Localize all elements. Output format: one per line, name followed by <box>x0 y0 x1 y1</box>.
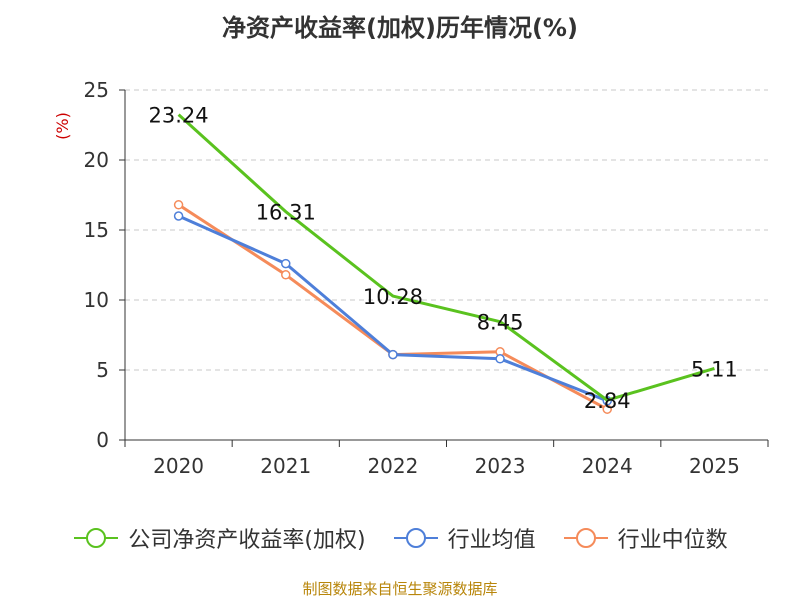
data-point-1 <box>281 258 291 269</box>
legend-item-company[interactable]: 公司净资产收益率(加权) <box>72 522 366 554</box>
data-label: 2.84 <box>584 389 631 413</box>
y-tick-label: 10 <box>84 288 109 312</box>
data-label: 8.45 <box>477 311 524 335</box>
legend-marker-industry-mean <box>393 528 438 548</box>
legend-marker-company <box>74 528 119 548</box>
data-label: 5.11 <box>691 357 738 381</box>
legend-item-industry-median[interactable]: 行业中位数 <box>562 522 728 554</box>
legend-label-industry-median: 行业中位数 <box>617 528 728 553</box>
legend-marker-industry-median <box>563 528 608 548</box>
data-point-2 <box>281 270 291 280</box>
legend: 公司净资产收益率(加权) 行业均值 行业中位数 <box>0 518 800 558</box>
x-tick-label: 2025 <box>689 454 740 478</box>
x-tick-label: 2020 <box>153 454 204 478</box>
y-tick-label: 5 <box>96 358 109 382</box>
data-point-1 <box>173 211 184 221</box>
data-label: 10.28 <box>363 285 423 309</box>
legend-item-industry-mean[interactable]: 行业均值 <box>392 522 536 554</box>
data-point-2 <box>173 200 184 210</box>
series-line-0 <box>177 113 715 402</box>
legend-label-company: 公司净资产收益率(加权) <box>128 528 366 553</box>
y-axis-label: (%) <box>53 112 72 140</box>
source-note: 制图数据来自恒生聚源数据库 <box>302 580 498 598</box>
chart-title: 净资产收益率(加权)历年情况(%) <box>222 14 578 42</box>
x-tick-label: 2024 <box>582 454 633 478</box>
data-label: 16.31 <box>256 201 316 225</box>
y-tick-label: 0 <box>96 428 109 452</box>
y-tick-label: 15 <box>84 218 109 242</box>
data-label: 23.24 <box>149 104 209 128</box>
y-tick-label: 20 <box>84 148 109 172</box>
data-point-1 <box>495 354 505 364</box>
data-point-1 <box>388 349 398 360</box>
y-tick-label: 25 <box>84 78 109 102</box>
legend-label-industry-mean: 行业均值 <box>447 528 536 553</box>
x-tick-label: 2023 <box>475 454 526 478</box>
x-tick-label: 2021 <box>260 454 311 478</box>
x-tick-label: 2022 <box>367 454 418 478</box>
